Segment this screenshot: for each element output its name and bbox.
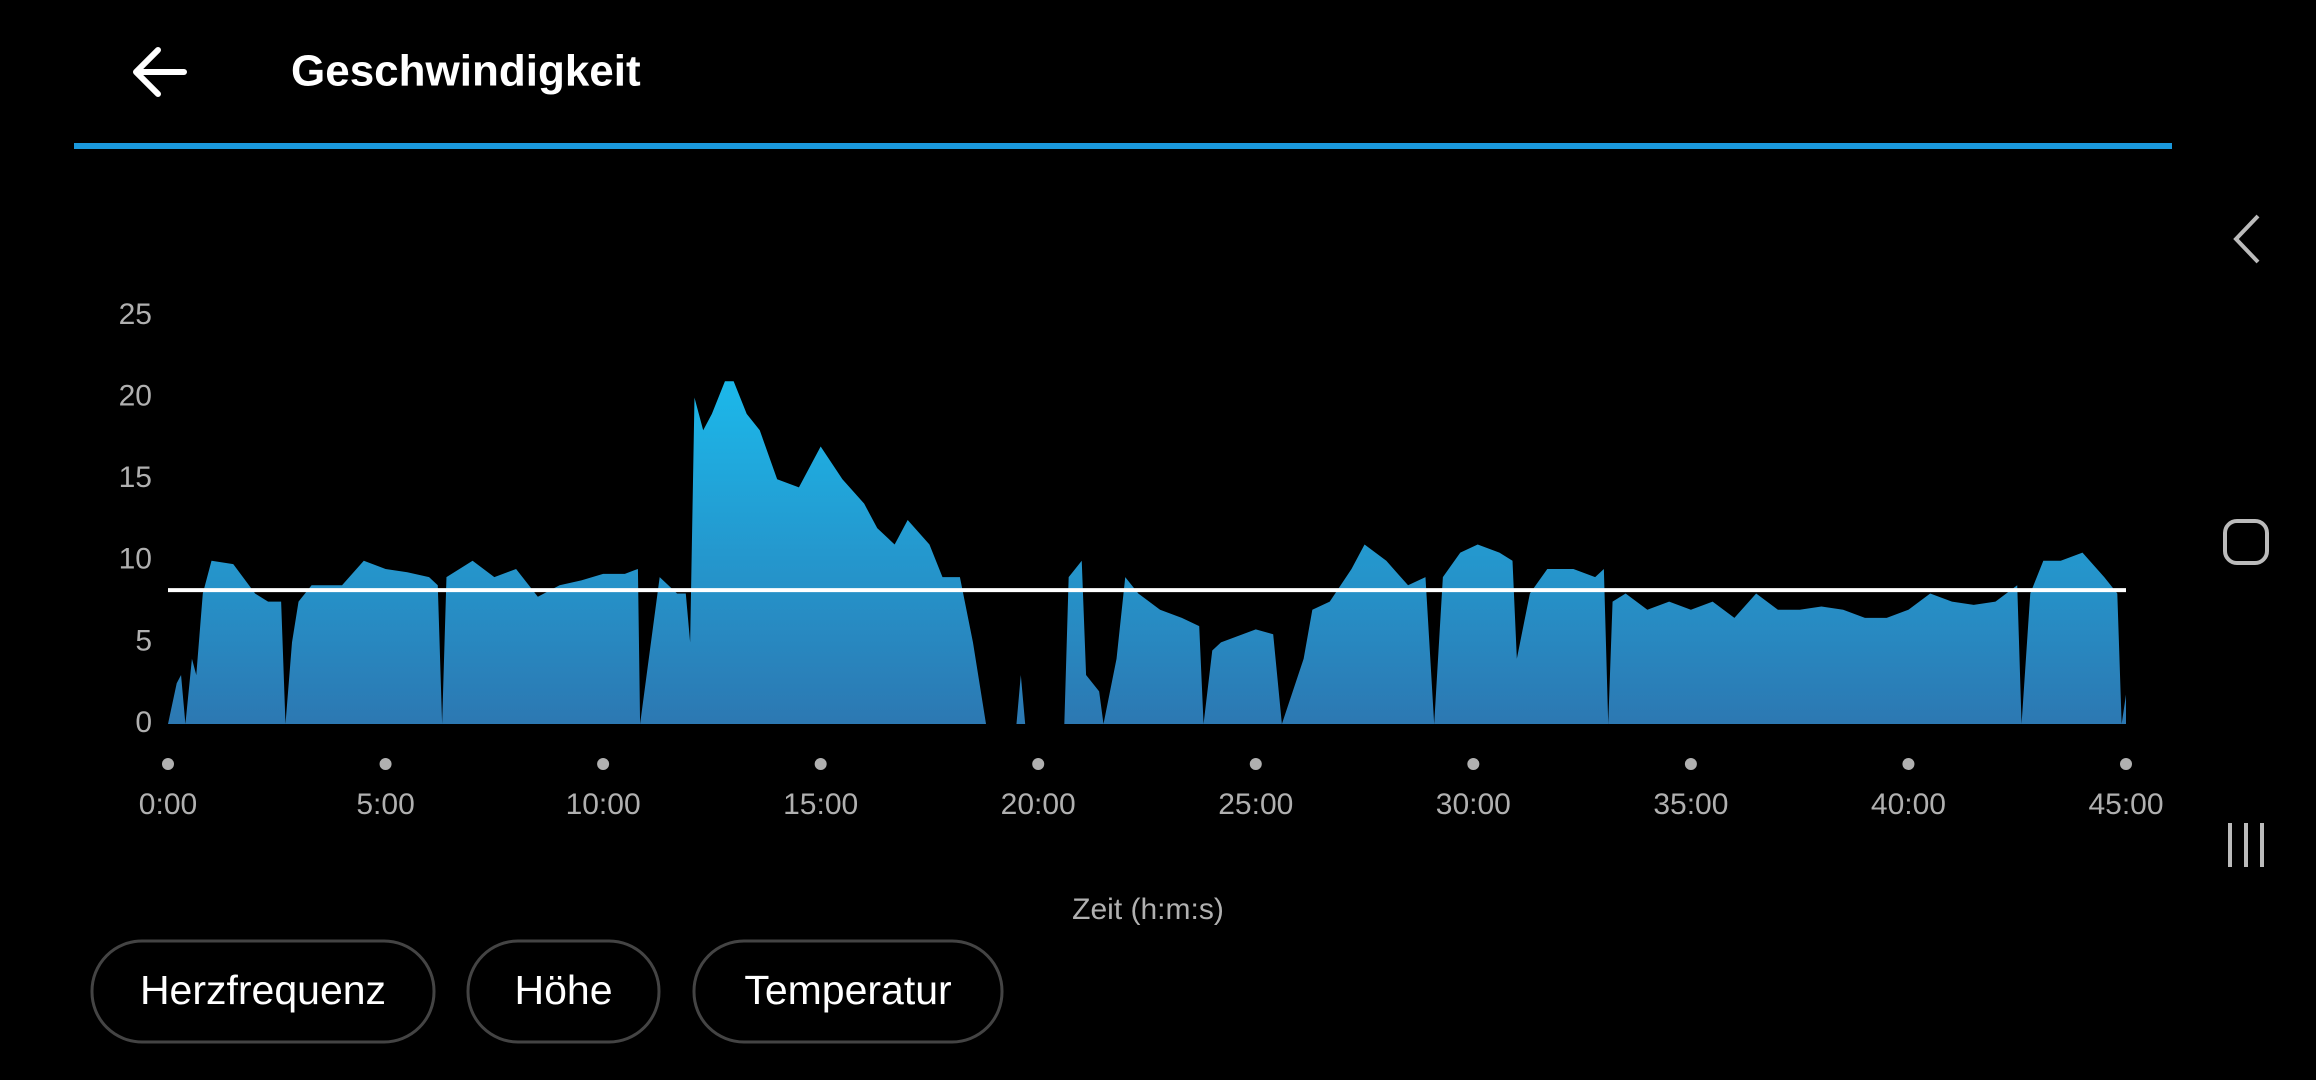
nav-recents[interactable] [2228,823,2264,867]
y-tick-label: 10 [119,543,152,576]
button-label[interactable]: Höhe [514,967,612,1013]
nav-bar [2223,214,2269,867]
x-tick-label: 45:00 [2088,788,2163,821]
button-outline[interactable] [466,939,661,1044]
x-tick-label: 35:00 [1653,788,1728,821]
page-title: Geschwindigkeit [291,47,641,96]
metric-buttons: Herzfrequenz Höhe Temperatur [90,939,1004,1044]
x-tick-dot [1684,758,1697,770]
x-axis-title: Zeit (h:m:s) [1072,893,1224,926]
x-tick-dot [1249,758,1262,770]
x-tick-label: 20:00 [1001,788,1076,821]
x-tick-dot [597,758,610,770]
y-tick-label: 5 [135,624,152,657]
x-tick-dot [379,758,392,770]
button-outline[interactable] [90,939,436,1044]
y-tick-label: 25 [119,298,152,331]
y-tick-label: 0 [135,706,152,739]
y-tick-label: 15 [119,461,152,494]
button-label[interactable]: Herzfrequenz [140,967,386,1013]
y-tick-label: 20 [119,380,152,413]
header-divider [74,143,2172,149]
x-tick-label: 10:00 [566,788,641,821]
x-tick-dot [1032,758,1045,770]
x-tick-dot [2120,758,2132,770]
x-tick-label: 25:00 [1218,788,1293,821]
speed-area [168,381,2126,724]
x-tick-label: 40:00 [1871,788,1946,821]
x-tick-label: 0:00 [139,788,197,821]
button-label[interactable]: Temperatur [744,967,951,1013]
x-tick-dot [1467,758,1480,770]
x-tick-label: 30:00 [1436,788,1511,821]
button-outline[interactable] [692,939,1004,1044]
back-button[interactable] [133,47,187,97]
nav-home[interactable] [2223,519,2269,565]
metric-button[interactable]: Herzfrequenz [90,939,436,1044]
x-tick-label: 15:00 [783,788,858,821]
chart: 0 5 10 15 20 25 0:00 5:00 10:00 15:00 20:00 25:00 30… [119,298,2164,821]
metric-button[interactable]: Temperatur [692,939,1004,1044]
x-tick-dot [162,758,174,770]
x-tick-dot [1902,758,1915,770]
nav-back[interactable] [2233,214,2260,264]
metric-button[interactable]: Höhe [466,939,661,1044]
x-tick-label: 5:00 [356,788,414,821]
x-tick-dot [814,758,827,770]
